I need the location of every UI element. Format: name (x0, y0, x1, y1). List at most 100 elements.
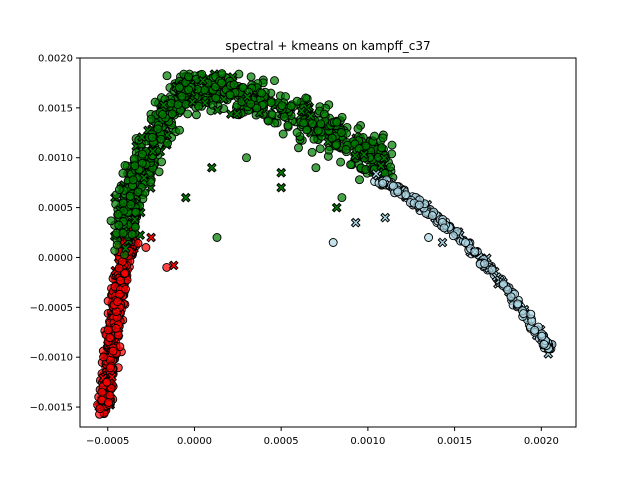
data-point (301, 93, 311, 103)
data-point-cross (380, 212, 391, 223)
data-point (470, 247, 480, 257)
data-point (229, 80, 239, 90)
data-point (184, 72, 194, 82)
data-point (127, 230, 137, 239)
data-point (519, 309, 528, 319)
data-point-cross (305, 111, 316, 121)
y-tick-label: 0.0000 (38, 253, 73, 264)
data-point (292, 128, 302, 137)
data-point (336, 157, 346, 167)
data-point (332, 117, 342, 127)
data-point (270, 76, 279, 86)
data-point (112, 240, 122, 250)
data-point (279, 112, 289, 122)
data-point (336, 128, 346, 137)
x-tick-label: 0.0005 (264, 436, 299, 447)
data-point (191, 110, 201, 120)
data-point-cross (437, 237, 448, 248)
data-point (173, 100, 183, 110)
data-point (487, 265, 497, 275)
data-point (137, 149, 147, 159)
data-point (115, 289, 124, 299)
data-point-cross (212, 105, 223, 116)
data-point (125, 191, 135, 201)
x-tick-label: 0.0010 (350, 436, 385, 447)
data-point (130, 222, 140, 232)
x-tick-label: 0.0000 (177, 436, 212, 447)
plot-frame (79, 57, 577, 428)
data-point (263, 116, 273, 126)
data-point (131, 207, 141, 217)
data-point (99, 352, 109, 362)
data-point (526, 309, 536, 319)
data-point (212, 233, 222, 242)
data-point (133, 187, 143, 197)
data-point (313, 126, 323, 136)
data-point (162, 71, 172, 81)
y-tick-label: −0.0005 (30, 303, 73, 314)
data-point (294, 143, 303, 153)
data-point (114, 220, 124, 230)
data-point (283, 121, 293, 130)
data-point (97, 387, 107, 397)
data-point (315, 144, 325, 154)
data-point (286, 101, 296, 111)
data-point-cross (296, 106, 307, 117)
data-point (257, 88, 267, 98)
data-point (163, 138, 172, 148)
data-point (120, 161, 130, 170)
data-point (141, 243, 151, 252)
data-point (242, 153, 251, 163)
data-point-cross (197, 75, 208, 86)
data-point (341, 145, 351, 154)
data-point (246, 72, 256, 82)
x-tick-label: 0.0015 (437, 436, 472, 447)
data-point-cross (331, 202, 342, 213)
data-point-cross (206, 162, 217, 173)
data-point (128, 175, 138, 185)
data-point (530, 325, 540, 335)
data-point (217, 69, 227, 79)
data-point-cross (371, 168, 382, 179)
data-point (175, 125, 184, 135)
data-point (439, 223, 449, 233)
data-point-cross (120, 243, 131, 254)
data-point (424, 233, 434, 242)
data-point-cross (146, 232, 157, 243)
data-point (388, 181, 398, 191)
data-point (337, 193, 347, 203)
data-point (353, 124, 363, 134)
data-point (427, 211, 437, 221)
data-point (105, 363, 115, 373)
data-point (217, 78, 227, 88)
data-point-cross (379, 153, 390, 164)
data-point (146, 114, 156, 124)
data-point (102, 377, 112, 387)
data-point (370, 131, 379, 141)
y-tick-label: −0.0010 (30, 353, 73, 364)
data-point (167, 109, 177, 119)
data-point (324, 145, 334, 155)
x-axis: −0.0005 0.0000 0.0005 0.0010 0.0015 0.0020 (86, 427, 559, 447)
data-point (103, 325, 113, 335)
data-point (461, 238, 470, 248)
data-point (378, 133, 388, 143)
y-tick-label: 0.0015 (38, 103, 73, 114)
data-point-cross (350, 150, 361, 161)
data-point (448, 231, 458, 241)
data-point (154, 167, 164, 177)
data-point (114, 263, 124, 273)
data-point-cross (350, 217, 361, 228)
data-point (319, 109, 329, 119)
y-tick-label: 0.0010 (38, 153, 73, 164)
data-point (118, 228, 128, 238)
data-point-cross (147, 146, 158, 157)
data-point (184, 85, 194, 95)
data-point (309, 134, 319, 144)
data-point (401, 190, 411, 200)
data-point (158, 109, 168, 119)
data-point (133, 238, 143, 248)
data-point (113, 209, 123, 219)
data-point (299, 118, 309, 128)
data-point (539, 339, 549, 349)
